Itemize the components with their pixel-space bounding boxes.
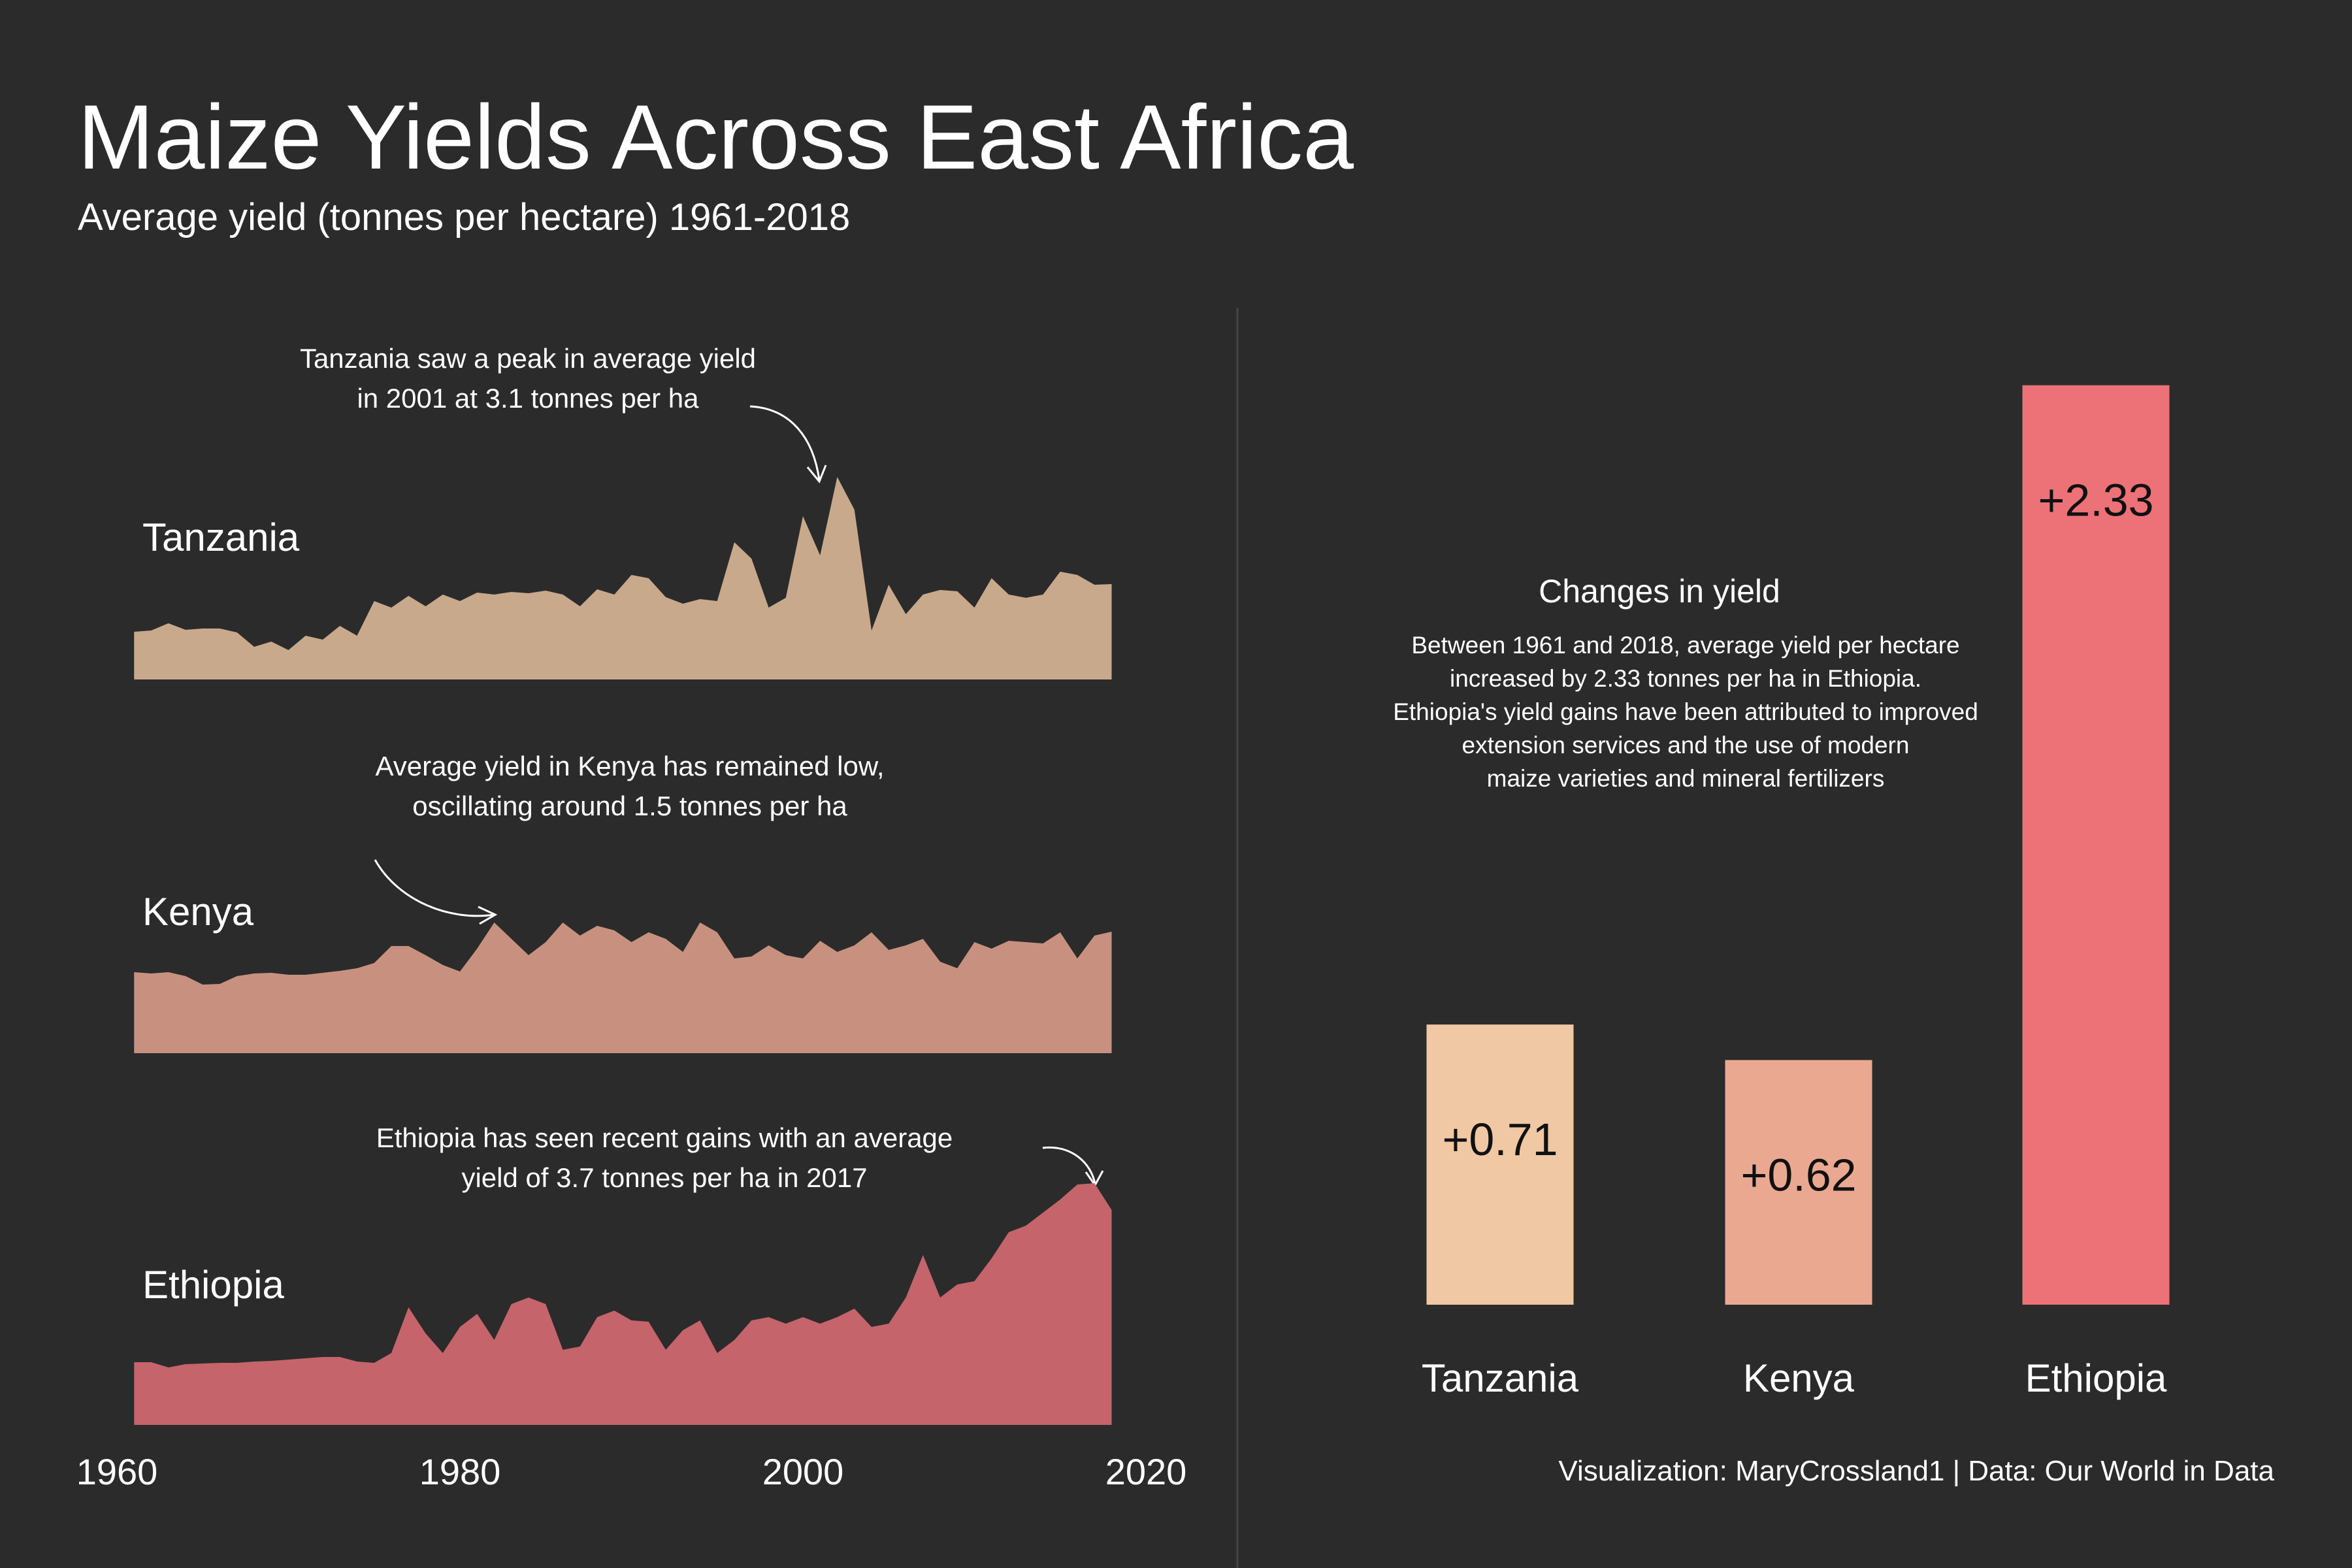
value-label: +2.33 bbox=[2038, 475, 2153, 526]
credit: Visualization: MaryCrossland1 | Data: Ou… bbox=[1558, 1455, 2274, 1487]
x-tick-label: 2020 bbox=[1105, 1451, 1187, 1492]
arrow bbox=[749, 405, 821, 481]
bar bbox=[2022, 385, 2170, 1305]
value-label: +0.62 bbox=[1740, 1150, 1856, 1201]
x-tick-label: 2000 bbox=[762, 1451, 844, 1492]
subtitle: Average yield (tonnes per hectare) 1961-… bbox=[78, 196, 850, 238]
area bbox=[134, 1183, 1112, 1425]
arrowhead bbox=[806, 465, 827, 483]
annotation-arrows bbox=[374, 405, 1104, 1187]
description: extension services and the use of modern bbox=[1462, 732, 1910, 759]
x-tick-label: 1960 bbox=[76, 1451, 158, 1492]
annotation: oscillating around 1.5 tonnes per ha bbox=[412, 791, 847, 821]
annotation: Ethiopia has seen recent gains with an a… bbox=[376, 1122, 953, 1153]
series-label: Ethiopia bbox=[142, 1263, 284, 1307]
x-tick-label: Ethiopia bbox=[2025, 1356, 2167, 1400]
description: Ethiopia's yield gains have been attribu… bbox=[1393, 698, 1978, 725]
description: Between 1961 and 2018, average yield per… bbox=[1411, 632, 1959, 659]
annotation: yield of 3.7 tonnes per ha in 2017 bbox=[461, 1162, 867, 1193]
area bbox=[134, 923, 1112, 1053]
description: maize varieties and mineral fertilizers bbox=[1487, 765, 1885, 792]
description: increased by 2.33 tonnes per ha in Ethio… bbox=[1450, 665, 1921, 692]
area bbox=[134, 477, 1112, 679]
x-tick-label: Tanzania bbox=[1422, 1356, 1579, 1400]
annotation: Average yield in Kenya has remained low, bbox=[375, 751, 884, 781]
series-label: Kenya bbox=[142, 890, 254, 934]
series-label: Tanzania bbox=[142, 515, 300, 559]
bar-chart-title: Changes in yield bbox=[1539, 573, 1780, 610]
arrowhead bbox=[478, 906, 498, 925]
annotation: Tanzania saw a peak in average yield bbox=[300, 343, 756, 374]
x-tick-label: Kenya bbox=[1743, 1356, 1855, 1400]
x-tick-label: 1980 bbox=[419, 1451, 501, 1492]
value-label: +0.71 bbox=[1442, 1114, 1558, 1165]
arrow bbox=[1042, 1146, 1096, 1184]
title: Maize Yields Across East Africa bbox=[78, 86, 1354, 188]
annotation: in 2001 at 3.1 tonnes per ha bbox=[357, 383, 699, 414]
arrow bbox=[374, 859, 495, 917]
bar bbox=[1426, 1024, 1574, 1305]
bar bbox=[1725, 1060, 1872, 1305]
